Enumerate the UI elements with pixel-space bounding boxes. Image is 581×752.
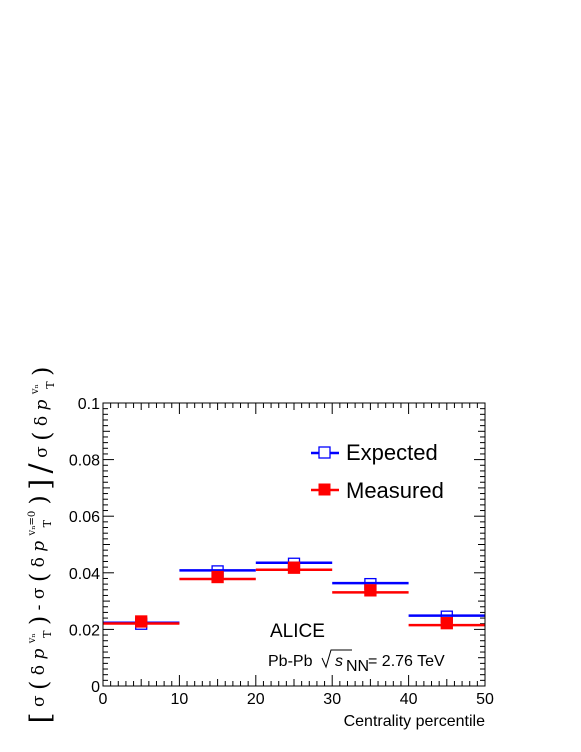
legend: Expected Measured — [311, 440, 444, 503]
series-layer — [103, 557, 485, 630]
x-tick-label: 50 — [476, 691, 494, 708]
energy-text: = 2.76 TeV — [368, 653, 445, 670]
x-tick-label: 30 — [323, 691, 341, 708]
data-point — [135, 615, 148, 628]
y-tick-label: 0.1 — [78, 396, 100, 413]
y-title-delta-3: δ — [32, 416, 52, 426]
y-axis-title: [ σ ( δ p vₙ T ) - σ ( δ p vₙ=0 T ) ] / … — [20, 367, 59, 724]
sqrt-symbol — [321, 649, 352, 669]
y-title-T-1: T — [41, 630, 54, 638]
y-title-T-2: T — [41, 519, 54, 527]
y-title-sigma-3: σ — [32, 446, 52, 458]
y-tick-label: 0.08 — [69, 453, 100, 470]
y-tick-label: 0.02 — [69, 622, 100, 639]
x-tick-label: 40 — [400, 691, 418, 708]
y-title-delta-1: δ — [29, 665, 49, 675]
y-title-vn-3: vₙ — [30, 384, 41, 395]
y-tick-label: 0 — [91, 679, 100, 696]
y-title-T-3: T — [44, 381, 57, 389]
y-title-minus: - — [29, 605, 49, 611]
x-tick-label: 10 — [171, 691, 189, 708]
y-title-delta-2: δ — [29, 557, 49, 567]
data-point — [211, 570, 224, 584]
collision-system-label: Pb-Pb s NN = 2.76 TeV — [268, 649, 445, 675]
data-point — [440, 617, 453, 630]
data-point — [364, 584, 377, 597]
y-tick-label: 0.04 — [69, 566, 100, 583]
legend-label-measured: Measured — [346, 478, 444, 503]
data-point — [287, 561, 301, 574]
series-measured — [103, 561, 485, 630]
legend-entry-measured: Measured — [311, 478, 444, 503]
system-text: Pb-Pb — [268, 653, 313, 670]
plot-frame — [102, 402, 486, 687]
x-tick-label: 0 — [99, 691, 108, 708]
svg-text:s: s — [335, 653, 343, 670]
y-title-vn-1: vₙ — [27, 633, 38, 644]
y-title-sigma-1: σ — [29, 695, 49, 707]
tick-labels: 0 10 20 30 40 50 0 0.02 0.04 0.06 0.08 0.1 — [69, 396, 494, 708]
x-axis-title: Centrality percentile — [344, 713, 486, 730]
experiment-label: ALICE — [270, 621, 325, 642]
y-title-vn0: vₙ=0 — [27, 511, 38, 537]
y-title-slash: / — [23, 462, 58, 473]
svg-text:[ σ ( δ: [ σ ( δ p vₙ T ) - σ ( δ p vₙ=0 T ) ] / … — [20, 367, 59, 724]
y-tick-label: 0.06 — [69, 509, 100, 526]
y-title-sigma-2: σ — [29, 587, 49, 599]
x-tick-label: 20 — [247, 691, 265, 708]
sqrt-s-subscript: NN — [346, 658, 369, 675]
legend-entry-expected: Expected — [311, 440, 438, 465]
y-title-p-1: p — [29, 649, 49, 660]
y-title-p-2: p — [29, 541, 49, 552]
legend-label-expected: Expected — [346, 440, 438, 465]
y-title-p-3: p — [32, 399, 52, 410]
svg-text:Pb-Pb: Pb-Pb — [268, 653, 313, 670]
